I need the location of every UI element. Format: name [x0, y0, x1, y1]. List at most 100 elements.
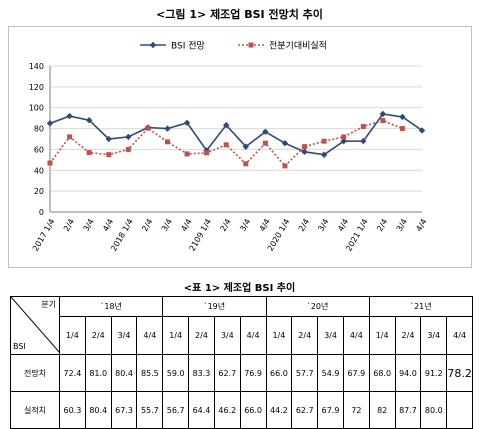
outlook-cell: 81.0 — [84, 354, 112, 392]
outlook-cell: 72.4 — [59, 354, 86, 392]
x-tick-label: 2/4 — [297, 217, 311, 233]
actual-point — [321, 138, 327, 144]
x-tick-label: 3/4 — [238, 217, 252, 233]
quarter-header: 1/4 — [368, 316, 396, 355]
outlook-cell: 68.0 — [368, 354, 396, 392]
outlook-point — [262, 128, 269, 136]
outlook-cell: 91.2 — [420, 354, 448, 392]
outlook-point — [281, 139, 289, 147]
corner-label-bsi: BSI — [13, 342, 26, 351]
actual-point — [282, 163, 288, 169]
actual-cell: 72 — [342, 391, 370, 429]
year-header: `21년 — [368, 296, 474, 317]
corner-label-quarter: 분기 — [41, 300, 56, 309]
x-tick-label: 2017 1/4 — [31, 217, 57, 252]
actual-point — [223, 142, 229, 148]
actual-cell: 64.4 — [188, 391, 215, 429]
x-tick-label: 2/4 — [62, 217, 76, 233]
actual-point — [302, 144, 308, 150]
actual-point — [262, 140, 268, 146]
actual-cell: 44.2 — [265, 391, 293, 429]
actual-point — [204, 150, 210, 156]
actual-cell: 82 — [368, 391, 396, 429]
actual-point — [86, 150, 92, 156]
chart-frame — [8, 26, 472, 268]
outlook-point — [46, 120, 54, 127]
x-tick-label: 4/4 — [258, 217, 272, 233]
actual-cell: 55.7 — [136, 391, 164, 429]
actual-point — [47, 160, 53, 166]
outlook-point — [301, 148, 308, 156]
bsi-table: 분기 BSI `18년 `19년 `20년 `21년 1/4 2/4 3/4 4… — [10, 296, 474, 429]
corner-diagonal — [11, 297, 60, 353]
outlook-cell: 80.4 — [110, 354, 138, 392]
outlook-point — [164, 125, 171, 132]
year-header: `20년 — [265, 296, 370, 317]
outlook-cell: 83.3 — [188, 354, 215, 392]
actual-cell: 62.7 — [291, 391, 319, 429]
y-tick-label: 80 — [34, 125, 44, 134]
outlook-cell: 59.0 — [162, 354, 190, 392]
outlook-point — [418, 127, 426, 134]
outlook-cell: 54.9 — [317, 354, 344, 392]
figure-title: <그림 1> 제조업 BSI 전망치 추이 — [156, 8, 323, 21]
row-label-outlook: 전망치 — [10, 354, 60, 392]
y-tick-label: 100 — [29, 104, 44, 113]
legend-outlook-marker — [149, 41, 157, 49]
actual-cell-latest: 80.0 — [420, 391, 448, 429]
x-tick-label: 4/4 — [101, 217, 115, 233]
x-tick-label: 2/4 — [140, 217, 154, 233]
quarter-header: 1/4 — [59, 316, 86, 355]
table-corner-cell: 분기 BSI — [10, 296, 60, 355]
actual-point — [106, 152, 112, 158]
actual-point — [164, 139, 170, 145]
x-tick-label: 3/4 — [82, 217, 96, 233]
actual-point — [184, 151, 190, 157]
outlook-point — [340, 137, 347, 145]
y-tick-label: 0 — [39, 208, 44, 217]
actual-cell: 60.3 — [59, 391, 86, 429]
y-tick-label: 120 — [29, 83, 44, 92]
outlook-point — [66, 112, 73, 120]
outlook-point — [379, 110, 387, 118]
x-tick-label: 4/4 — [336, 217, 350, 233]
actual-point — [67, 134, 73, 140]
x-tick-label: 3/4 — [395, 217, 409, 233]
outlook-cell: 94.0 — [394, 354, 422, 392]
row-label-actual: 실적치 — [10, 391, 60, 429]
actual-point — [360, 123, 366, 129]
outlook-point — [85, 117, 93, 124]
actual-cell: 66.0 — [239, 391, 267, 429]
outlook-point — [320, 151, 328, 158]
y-tick-label: 140 — [29, 62, 44, 71]
actual-cell: 67.3 — [110, 391, 138, 429]
legend-outlook-label: BSI 전망 — [171, 41, 205, 52]
x-tick-label: 2/4 — [219, 217, 233, 233]
x-tick-label: 2/4 — [375, 217, 389, 233]
quarter-header: 4/4 — [342, 316, 370, 355]
year-header: `19년 — [162, 296, 267, 317]
outlook-cell: 66.0 — [265, 354, 293, 392]
actual-cell: 67.9 — [317, 391, 344, 429]
y-tick-label: 20 — [34, 187, 44, 196]
x-tick-label: 3/4 — [160, 217, 174, 233]
actual-cell: 80.4 — [84, 391, 112, 429]
x-tick-label: 4/4 — [414, 217, 428, 233]
quarter-header: 1/4 — [265, 316, 293, 355]
x-tick-label: 4/4 — [179, 217, 193, 233]
outlook-series-line — [49, 113, 423, 156]
outlook-point — [360, 137, 367, 145]
quarter-header: 4/4 — [136, 316, 164, 355]
quarter-header: 3/4 — [420, 316, 448, 355]
outlook-point — [183, 119, 191, 127]
actual-cell-empty — [446, 391, 473, 429]
actual-point — [380, 118, 386, 124]
actual-point — [243, 161, 249, 167]
quarter-header: 2/4 — [188, 316, 215, 355]
quarter-header: 4/4 — [239, 316, 267, 355]
actual-cell: 56.7 — [162, 391, 190, 429]
outlook-point — [242, 143, 249, 150]
outlook-cell: 85.5 — [136, 354, 164, 392]
y-tick-label: 40 — [34, 166, 44, 175]
